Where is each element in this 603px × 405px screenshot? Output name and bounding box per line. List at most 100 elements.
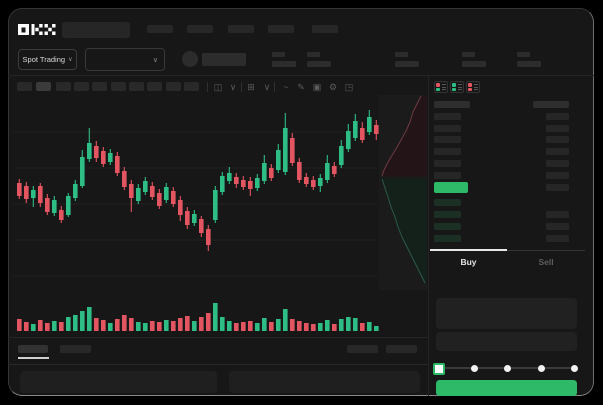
volume-bar (143, 323, 148, 331)
candle (94, 146, 99, 158)
toolbar-separator (207, 82, 208, 92)
candle (311, 180, 316, 187)
panel-divider (428, 76, 429, 396)
ask-price-placeholder[interactable] (434, 113, 461, 120)
candle (367, 117, 372, 132)
candle (101, 151, 106, 164)
indicators-icon[interactable]: ⊞ (247, 82, 255, 92)
volume-bar (353, 318, 358, 331)
volume-bar (122, 315, 127, 331)
volume-bar (136, 322, 141, 331)
candle (185, 211, 190, 225)
slider-stop-dot[interactable] (504, 364, 511, 372)
camera-icon[interactable]: ▣ (312, 82, 322, 92)
toggle-lines (474, 83, 478, 91)
bottom-tab[interactable] (60, 345, 91, 353)
candle (227, 173, 232, 181)
volume-bar (66, 317, 71, 331)
tab-sell[interactable]: Sell (507, 257, 585, 267)
slider-stop-dot[interactable] (537, 364, 545, 372)
timeframe-button-placeholder[interactable] (56, 82, 71, 91)
timeframe-button-placeholder[interactable] (36, 82, 51, 91)
bid-price-placeholder[interactable] (434, 210, 461, 218)
line-tool-icon[interactable]: ~ (283, 82, 289, 92)
ticker-stat-label-placeholder (272, 52, 285, 57)
price-input-placeholder[interactable] (436, 298, 577, 329)
volume-bar (157, 322, 162, 331)
volume-bar (129, 318, 134, 331)
nav-item-placeholder[interactable] (228, 25, 254, 33)
ticker-stat-label-placeholder (462, 52, 475, 57)
timeframe-button-placeholder[interactable] (111, 82, 126, 91)
settings-icon[interactable]: ⚙ (328, 82, 338, 92)
candle (199, 219, 204, 233)
timeframe-button-placeholder[interactable] (129, 82, 144, 91)
nav-item-placeholder[interactable] (312, 25, 338, 33)
candle-interval-icon[interactable]: ◫ (213, 82, 223, 92)
ask-price-placeholder[interactable] (434, 159, 461, 167)
volume-bar (332, 324, 337, 331)
candle (192, 214, 197, 223)
draw-tool-icon[interactable]: ✎ (297, 82, 305, 92)
market-type-label: Spot Trading (22, 55, 66, 64)
pair-select[interactable]: ∨ (85, 48, 165, 71)
depth-asks-line (381, 95, 422, 177)
buy-submit-button[interactable] (436, 380, 577, 396)
volume-bar (220, 317, 225, 331)
last-price-bar[interactable] (434, 182, 468, 193)
candle (24, 186, 29, 199)
bid-price-placeholder[interactable] (434, 222, 461, 230)
chevron-down-icon[interactable]: ∨ (263, 82, 271, 92)
volume-bar (38, 320, 43, 331)
ask-price-placeholder[interactable] (434, 136, 461, 144)
volume-bar (325, 320, 330, 331)
bottom-action-placeholder[interactable] (386, 345, 417, 353)
app-window (8, 8, 594, 396)
amount-slider-handle[interactable] (433, 363, 445, 375)
bid-price-placeholder[interactable] (434, 198, 461, 206)
book-bids-icon[interactable] (450, 81, 464, 93)
ask-price-placeholder[interactable] (434, 148, 461, 156)
nav-item-placeholder[interactable] (187, 25, 213, 33)
amount-input-placeholder[interactable] (436, 332, 577, 351)
candle (346, 131, 351, 149)
market-type-dropdown[interactable]: Spot Trading ∨ (18, 49, 77, 70)
nav-item-placeholder[interactable] (147, 25, 173, 33)
chevron-down-icon[interactable]: ∨ (229, 82, 237, 92)
timeframe-button-placeholder[interactable] (17, 82, 32, 91)
ticker-stat-value-placeholder (307, 61, 331, 67)
nav-item-placeholder[interactable] (268, 25, 294, 33)
search-input[interactable] (62, 22, 130, 38)
toggle-bars (452, 83, 456, 91)
ask-amount-placeholder (546, 184, 569, 191)
candle (164, 187, 169, 200)
candle (136, 188, 141, 201)
candle (66, 196, 71, 215)
timeframe-button-placeholder[interactable] (184, 82, 199, 91)
candle (339, 146, 344, 165)
candle (206, 229, 211, 245)
timeframe-button-placeholder[interactable] (166, 82, 181, 91)
slider-stop-dot[interactable] (571, 364, 578, 372)
bottom-tab-active[interactable] (18, 345, 48, 353)
bottom-action-placeholder[interactable] (347, 345, 378, 353)
bid-price-placeholder[interactable] (434, 234, 461, 242)
fullscreen-icon[interactable]: ◳ (344, 82, 354, 92)
buy-tab-indicator (430, 249, 507, 251)
bottom-divider (8, 364, 428, 365)
tab-buy[interactable]: Buy (430, 257, 507, 267)
ask-price-placeholder[interactable] (434, 171, 461, 179)
volume-bar (150, 321, 155, 331)
ask-price-placeholder[interactable] (434, 124, 461, 132)
slider-stop-dot[interactable] (470, 364, 478, 372)
ask-amount-placeholder (546, 113, 569, 120)
book-both-icon[interactable] (434, 81, 448, 93)
candle (304, 177, 309, 184)
timeframe-button-placeholder[interactable] (92, 82, 107, 91)
timeframe-button-placeholder[interactable] (147, 82, 162, 91)
book-asks-icon[interactable] (466, 81, 480, 93)
timeframe-button-placeholder[interactable] (74, 82, 89, 91)
candle (255, 178, 260, 188)
